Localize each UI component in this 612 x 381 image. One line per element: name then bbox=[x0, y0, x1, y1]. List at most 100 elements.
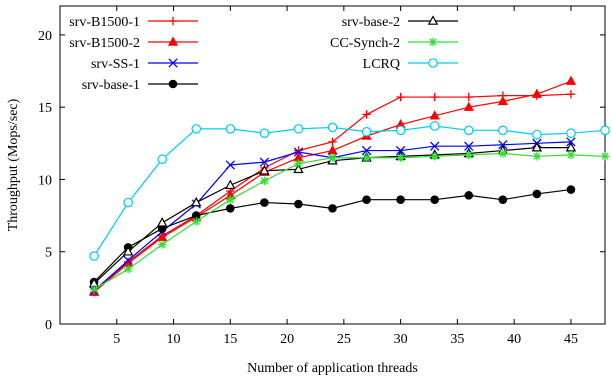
data-point-srv-ss-1 bbox=[361, 145, 372, 156]
data-point-srv-base-2 bbox=[122, 245, 134, 256]
legend-entry-lcrq: LCRQ bbox=[363, 57, 458, 72]
data-point-lcrq bbox=[191, 124, 202, 134]
data-point-srv-b1500-2 bbox=[565, 75, 576, 85]
data-point-srv-base-2 bbox=[225, 179, 236, 190]
x-tick-label: 10 bbox=[167, 332, 181, 347]
data-point-srv-base-2 bbox=[156, 217, 168, 227]
data-point-lcrq bbox=[429, 121, 440, 131]
data-point-srv-ss-1 bbox=[566, 137, 576, 147]
data-point-cc-synch-2 bbox=[532, 152, 542, 161]
y-tick-label: 10 bbox=[38, 173, 52, 188]
y-tick-label: 5 bbox=[45, 246, 52, 261]
data-point-srv-b1500-1 bbox=[464, 92, 473, 102]
data-point-srv-base-1 bbox=[260, 198, 269, 207]
data-point-srv-b1500-1 bbox=[430, 92, 439, 102]
data-point-cc-synch-2 bbox=[498, 149, 508, 158]
data-point-cc-synch-2 bbox=[328, 153, 337, 162]
data-point-srv-b1500-1 bbox=[328, 137, 337, 147]
legend-label: LCRQ bbox=[363, 57, 400, 72]
data-point-srv-base-1 bbox=[566, 185, 576, 194]
data-point-srv-ss-1 bbox=[498, 140, 508, 150]
legend-label: srv-base-2 bbox=[342, 15, 400, 30]
x-tick-label: 20 bbox=[280, 332, 294, 347]
data-point-cc-synch-2 bbox=[396, 153, 405, 162]
data-point-lcrq bbox=[157, 154, 167, 165]
axes: 5 10 15 20 25 30 35 40 45 0 5 10 15 20 bbox=[38, 5, 606, 347]
y-tick-label: 0 bbox=[45, 318, 52, 333]
data-point-lcrq bbox=[463, 125, 474, 136]
y-axis-title: Throughput (Mops/sec) bbox=[6, 98, 21, 231]
series-cc-synch-2 bbox=[89, 149, 610, 294]
y-tick-label: 20 bbox=[38, 29, 52, 44]
data-point-srv-b1500-2 bbox=[429, 110, 440, 120]
data-point-cc-synch-2 bbox=[464, 150, 473, 160]
data-point-lcrq bbox=[532, 129, 542, 140]
data-point-srv-ss-1 bbox=[464, 141, 474, 151]
data-point-srv-base-1 bbox=[532, 189, 542, 199]
data-point-cc-synch-2 bbox=[260, 176, 269, 186]
data-point-cc-synch-2 bbox=[123, 264, 133, 274]
data-point-srv-base-1 bbox=[294, 199, 303, 209]
data-point-srv-ss-1 bbox=[123, 255, 133, 266]
data-point-lcrq bbox=[225, 124, 236, 134]
x-tick-label: 45 bbox=[564, 332, 578, 347]
data-point-srv-ss-1 bbox=[225, 160, 235, 170]
legend-marker bbox=[168, 58, 178, 68]
data-point-srv-base-1 bbox=[464, 191, 474, 200]
legend-label: CC-Synch-2 bbox=[330, 36, 400, 51]
data-point-srv-base-2 bbox=[531, 141, 543, 152]
data-point-cc-synch-2 bbox=[566, 150, 576, 160]
data-point-srv-base-1 bbox=[396, 195, 405, 204]
data-point-lcrq bbox=[395, 125, 406, 136]
legend-label: srv-B1500-2 bbox=[69, 36, 140, 51]
legend-marker bbox=[168, 79, 178, 89]
data-point-srv-base-1 bbox=[226, 204, 235, 213]
data-point-srv-b1500-2 bbox=[463, 101, 474, 111]
data-point-cc-synch-2 bbox=[600, 152, 610, 161]
data-point-lcrq bbox=[566, 128, 576, 138]
data-point-lcrq bbox=[259, 128, 270, 138]
legend-marker bbox=[427, 15, 439, 25]
series-line-srv-b1500-2 bbox=[93, 80, 572, 293]
data-point-srv-base-1 bbox=[498, 195, 508, 204]
legend-label: srv-B1500-1 bbox=[69, 15, 140, 30]
data-point-lcrq bbox=[89, 251, 99, 261]
data-point-srv-base-2 bbox=[293, 163, 304, 174]
data-point-cc-synch-2 bbox=[430, 152, 439, 161]
legend-marker bbox=[168, 16, 178, 26]
legend-marker bbox=[428, 58, 438, 68]
x-tick-label: 40 bbox=[507, 332, 521, 347]
data-point-cc-synch-2 bbox=[226, 195, 235, 204]
y-tick-label: 15 bbox=[38, 101, 52, 116]
x-axis-title: Number of application threads bbox=[247, 361, 418, 376]
data-point-cc-synch-2 bbox=[157, 240, 167, 249]
series-line-srv-base-2 bbox=[93, 147, 571, 284]
legend-entry-srv-b1500-1: srv-B1500-1 bbox=[69, 15, 198, 30]
legend-label: srv-SS-1 bbox=[91, 57, 140, 72]
data-point-cc-synch-2 bbox=[362, 153, 371, 162]
legend-entry-srv-b1500-2: srv-B1500-2 bbox=[69, 36, 198, 51]
data-point-srv-base-2 bbox=[191, 196, 202, 207]
legend-marker bbox=[167, 36, 179, 46]
x-tick-label: 5 bbox=[113, 332, 120, 347]
data-point-srv-ss-1 bbox=[293, 147, 304, 157]
x-tick-label: 25 bbox=[337, 332, 351, 347]
series-srv-base-2 bbox=[88, 141, 577, 288]
data-point-cc-synch-2 bbox=[294, 159, 303, 168]
data-point-srv-ss-1 bbox=[259, 157, 270, 167]
legend: srv-B1500-1 srv-B1500-2 srv-SS-1 srv-base-1… bbox=[69, 15, 458, 93]
data-point-cc-synch-2 bbox=[89, 285, 99, 294]
series-layer bbox=[88, 75, 610, 297]
data-point-srv-ss-1 bbox=[430, 141, 440, 151]
data-point-srv-b1500-1 bbox=[362, 110, 371, 119]
legend-entry-srv-ss-1: srv-SS-1 bbox=[91, 57, 198, 72]
data-point-srv-base-1 bbox=[430, 195, 439, 204]
data-point-lcrq bbox=[123, 197, 133, 208]
data-point-srv-b1500-1 bbox=[566, 89, 576, 99]
legend-entry-srv-base-1: srv-base-1 bbox=[82, 78, 198, 93]
data-point-cc-synch-2 bbox=[192, 217, 201, 226]
legend-marker bbox=[428, 37, 438, 47]
data-point-srv-base-1 bbox=[328, 204, 337, 213]
legend-label: srv-base-1 bbox=[82, 78, 140, 93]
